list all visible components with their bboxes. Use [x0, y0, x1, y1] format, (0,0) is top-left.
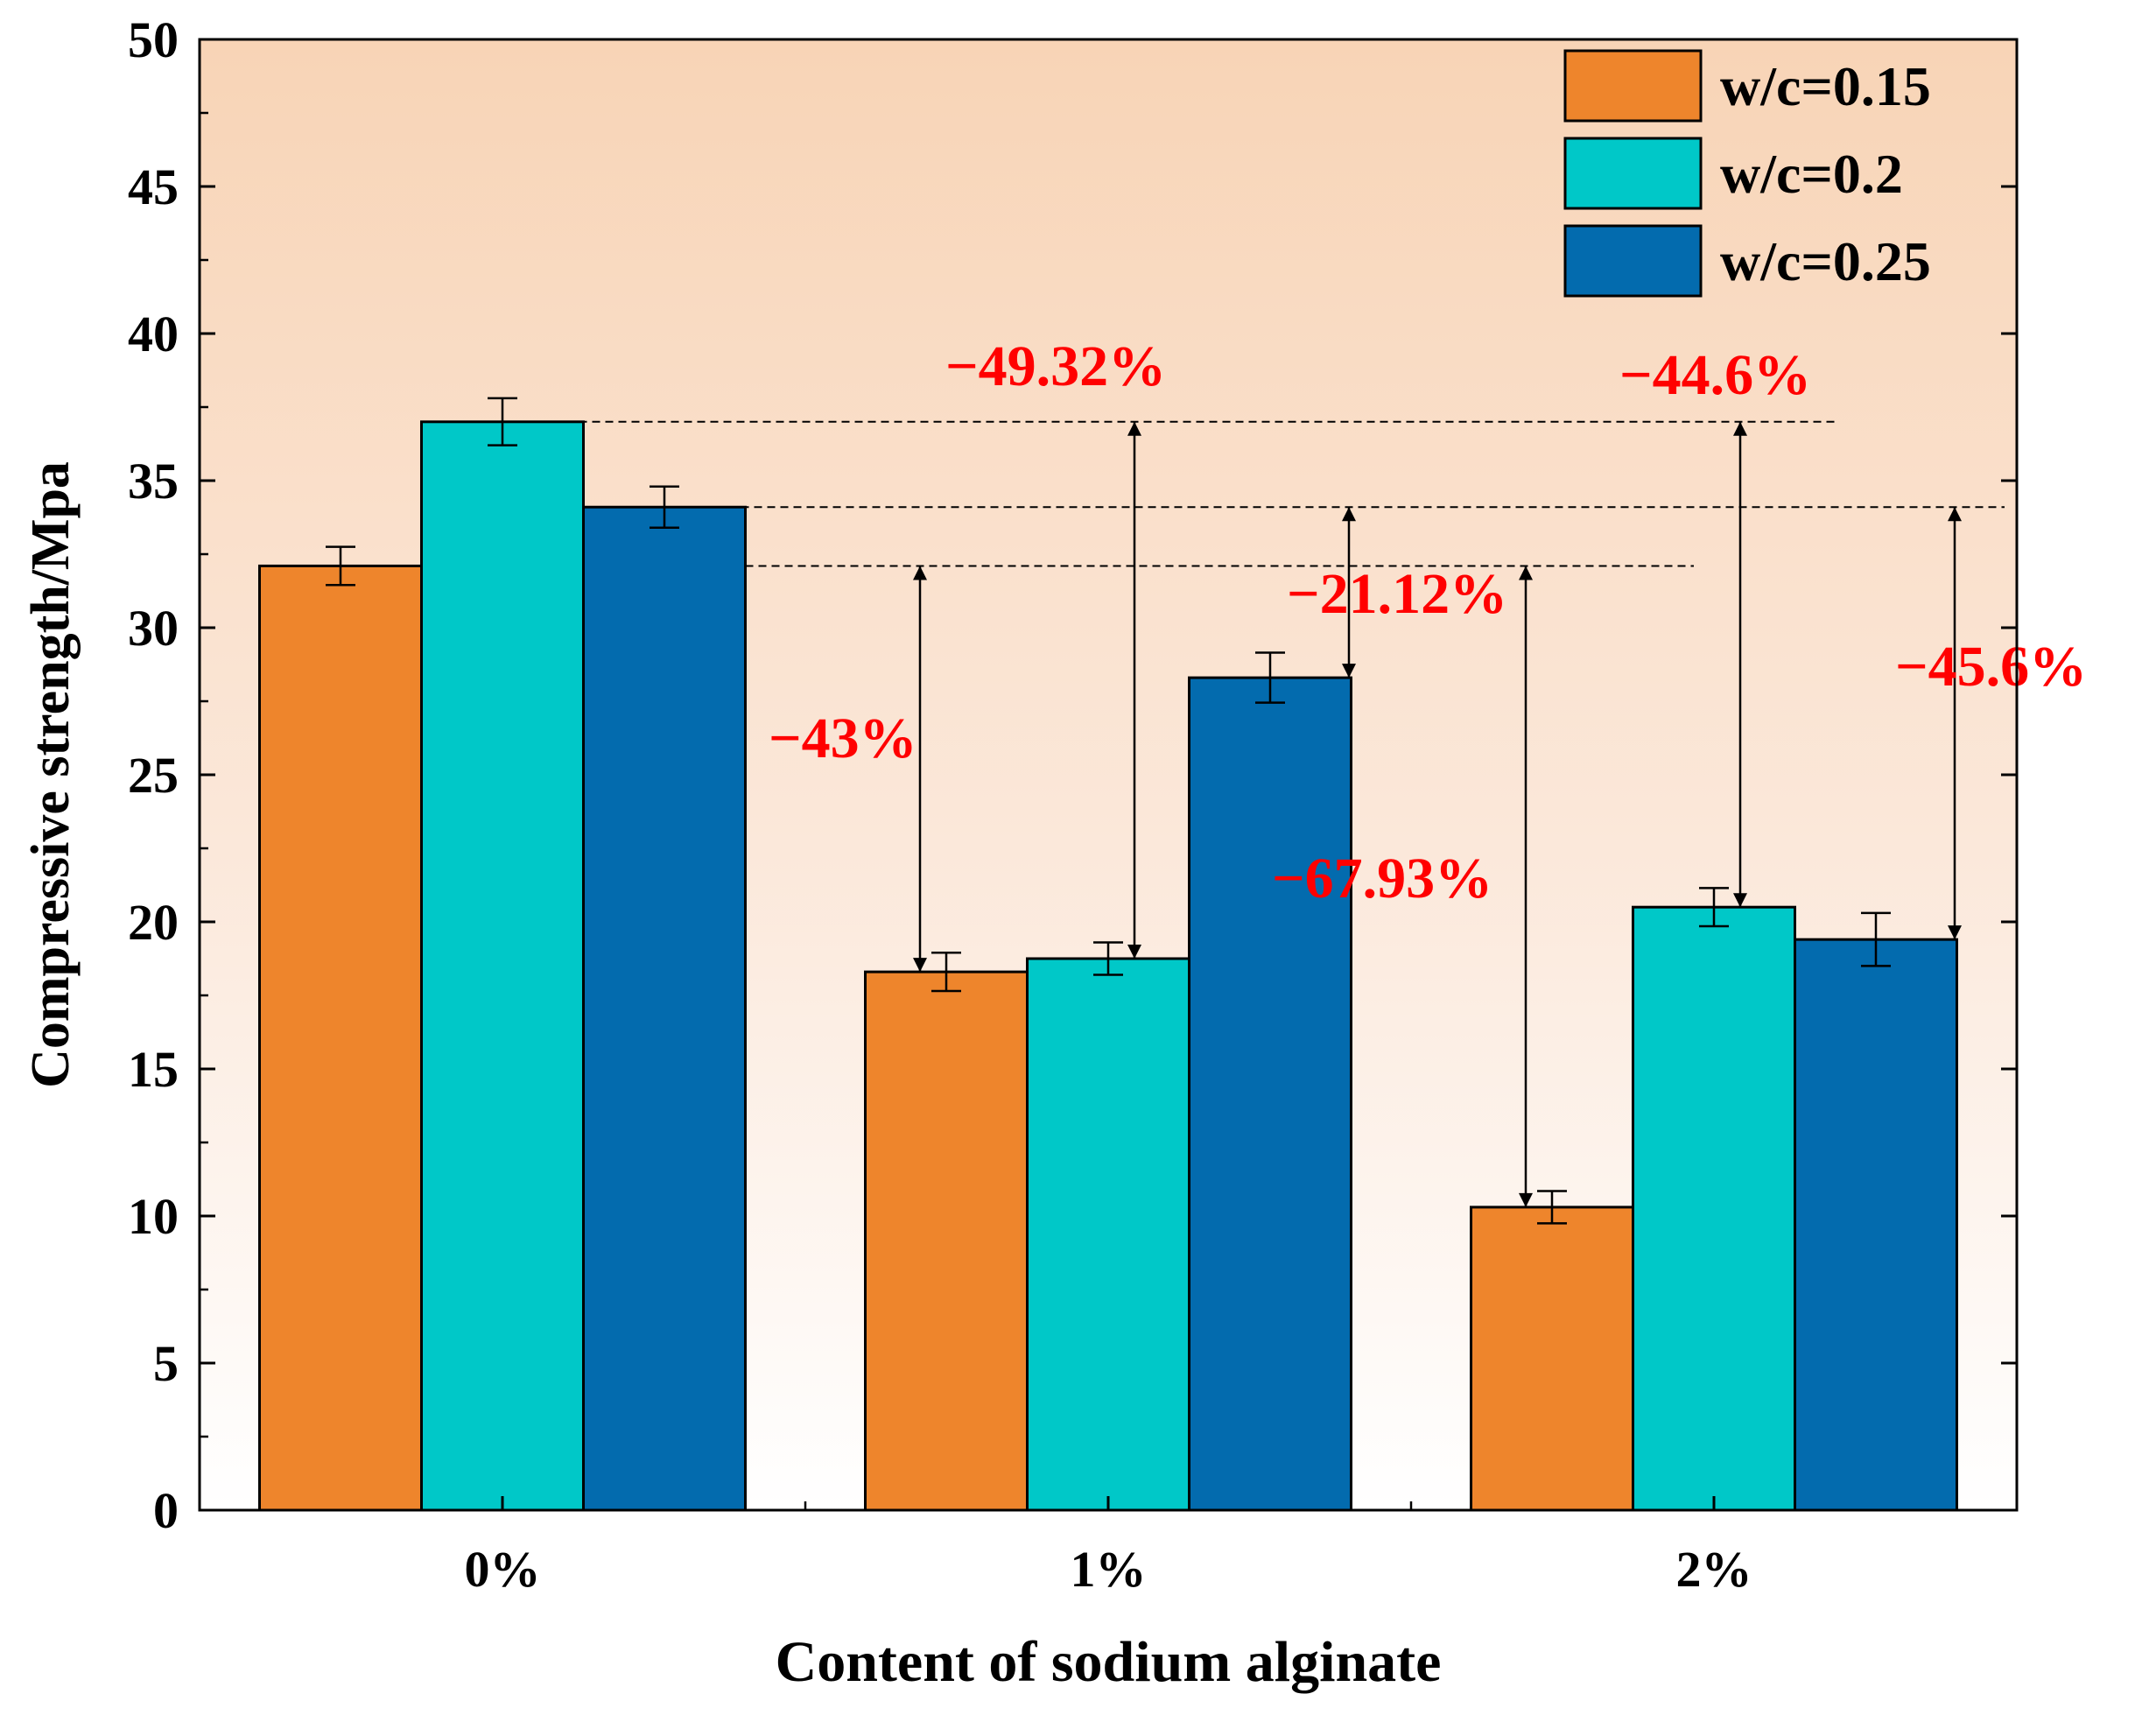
arrow-head — [1519, 566, 1533, 580]
y-tick-label: 20 — [128, 894, 179, 951]
bar — [1470, 1205, 1634, 1512]
y-tick-label: 15 — [128, 1041, 179, 1098]
arrow-head — [913, 958, 927, 973]
percent-annotation: −21.12% — [1287, 562, 1507, 626]
legend-label: w/c=0.15 — [1720, 55, 1931, 117]
y-tick-label: 30 — [128, 600, 179, 657]
y-tick-label: 40 — [128, 306, 179, 362]
bar — [1632, 905, 1796, 1512]
y-tick-label: 10 — [128, 1188, 179, 1245]
bar — [258, 564, 423, 1512]
arrow-head — [913, 566, 927, 580]
percent-annotation: −45.6% — [1895, 635, 2087, 699]
percent-annotation: −43% — [769, 706, 917, 770]
legend-swatch — [1563, 49, 1703, 123]
percent-annotation: −44.6% — [1619, 343, 1811, 407]
bar — [864, 970, 1029, 1512]
y-tick-label: 35 — [128, 453, 179, 510]
arrow-head — [1948, 925, 1962, 940]
y-tick-label: 25 — [128, 747, 179, 804]
bar — [420, 420, 585, 1512]
legend-label: w/c=0.2 — [1720, 143, 1903, 205]
arrow-head — [1519, 1192, 1533, 1207]
legend-swatch — [1563, 224, 1703, 298]
arrow-head — [1127, 945, 1141, 959]
arrow-head — [1342, 664, 1356, 678]
y-tick-label: 0 — [153, 1482, 179, 1539]
arrow-head — [1342, 507, 1356, 522]
percent-annotation: −49.32% — [945, 334, 1166, 398]
bar — [1188, 676, 1352, 1512]
x-tick-label: 0% — [465, 1541, 541, 1598]
y-tick-label: 50 — [128, 11, 179, 68]
arrow-head — [1948, 507, 1962, 522]
legend: w/c=0.15 w/c=0.2 w/c=0.25 — [1563, 49, 1931, 298]
arrow-head — [1127, 421, 1141, 436]
y-tick-label: 45 — [128, 158, 179, 215]
legend-label: w/c=0.25 — [1720, 230, 1931, 292]
x-tick-label: 2% — [1676, 1541, 1752, 1598]
bar — [582, 505, 747, 1512]
y-axis-label: Compressive strength/Mpa — [21, 461, 81, 1088]
bar — [1026, 957, 1190, 1512]
arrow-head — [1733, 421, 1747, 436]
legend-swatch — [1563, 137, 1703, 210]
x-tick-label: 1% — [1071, 1541, 1147, 1598]
percent-annotation: −67.93% — [1272, 847, 1492, 910]
x-axis-label: Content of sodium alginate — [776, 1630, 1442, 1694]
bar — [1794, 938, 1958, 1512]
arrow-head — [1733, 893, 1747, 908]
y-tick-label: 5 — [153, 1335, 179, 1392]
